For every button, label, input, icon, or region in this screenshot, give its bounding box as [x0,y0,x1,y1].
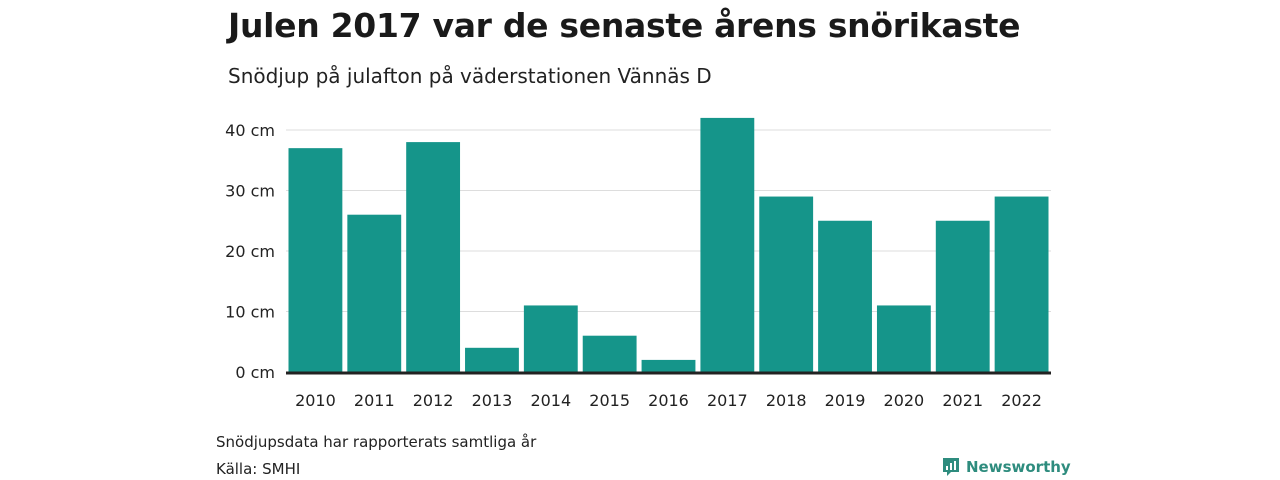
x-tick-label: 2017 [707,391,748,410]
x-tick-label: 2020 [884,391,925,410]
y-tick-label: 20 cm [225,242,275,261]
y-axis-ticks: 0 cm 10 cm 20 cm 30 cm 40 cm [225,121,275,382]
x-tick-label: 2014 [530,391,571,410]
data-note: Snödjupsdata har rapporterats samtliga å… [216,433,537,451]
newsworthy-icon [943,458,959,476]
x-tick-label: 2021 [942,391,983,410]
chart-title: Julen 2017 var de senaste årens snörikas… [228,6,1021,45]
brand-logo[interactable]: Newsworthy [942,457,1071,477]
bar-2014[interactable] [523,305,578,372]
bar-2020[interactable] [876,305,931,372]
x-tick-label: 2011 [354,391,395,410]
bar-2021[interactable] [935,220,990,372]
x-tick-label: 2012 [413,391,454,410]
bar-2018[interactable] [759,196,814,372]
bar-2017[interactable] [700,117,755,373]
bar-2010[interactable] [288,148,343,372]
bar-2011[interactable] [347,214,402,372]
x-axis-ticks: 2010 2011 2012 2013 2014 2015 2016 2017 2018 2019… [295,391,1042,410]
x-tick-label: 2016 [648,391,689,410]
bars [288,117,1049,373]
brand-name: Newsworthy [966,458,1071,476]
y-tick-label: 40 cm [225,121,275,140]
bar-2016[interactable] [641,359,696,372]
bar-2012[interactable] [406,142,461,372]
x-tick-label: 2013 [472,391,513,410]
bar-2019[interactable] [818,220,872,372]
bar-2015[interactable] [582,335,637,372]
bar-2013[interactable] [465,347,519,372]
x-tick-label: 2015 [589,391,630,410]
chart-subtitle: Snödjup på julafton på väderstationen Vä… [228,64,712,88]
y-tick-label: 10 cm [225,303,275,322]
x-tick-label: 2022 [1001,391,1042,410]
y-tick-label: 30 cm [225,182,275,201]
bar-2022[interactable] [994,196,1049,372]
x-tick-label: 2010 [295,391,336,410]
y-tick-label: 0 cm [235,363,275,382]
source-credit: Källa: SMHI [216,460,301,478]
x-tick-label: 2018 [766,391,807,410]
x-tick-label: 2019 [825,391,866,410]
